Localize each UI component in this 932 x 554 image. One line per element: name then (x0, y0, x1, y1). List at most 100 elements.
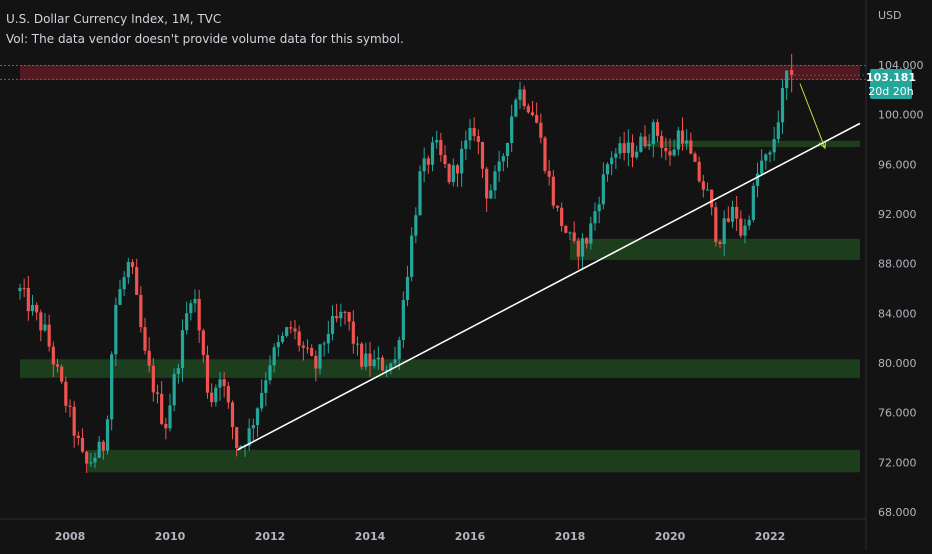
candle-body-98 (422, 158, 426, 172)
candle-body-109 (468, 127, 472, 141)
candle-body-150 (639, 136, 643, 152)
candle-body-160 (680, 130, 685, 144)
candle-body-19 (93, 457, 97, 463)
candle-body-27 (126, 261, 130, 278)
trendline (237, 122, 861, 451)
candle-body-45 (201, 330, 205, 355)
candle-body-50 (222, 379, 226, 387)
candle-body-22 (105, 419, 110, 451)
candle-body-62 (272, 347, 276, 366)
time-tick-label: 2008 (55, 530, 86, 543)
candle-body-94 (405, 276, 410, 301)
candle-body-40 (180, 330, 185, 369)
candle-body-54 (239, 446, 243, 449)
candle-body-18 (89, 462, 93, 464)
candle-body-105 (451, 165, 455, 183)
candle-body-92 (397, 340, 401, 360)
drawings-layer (237, 74, 866, 451)
candle-body-185 (785, 70, 789, 89)
candle-body-130 (555, 205, 560, 208)
candle-body-91 (393, 359, 397, 364)
candle-body-14 (72, 406, 76, 436)
time-tick-label: 2016 (455, 530, 486, 543)
candle-body-161 (685, 140, 689, 144)
candle-body-58 (255, 408, 260, 426)
support-zone-3 (570, 238, 860, 260)
price-tick-label: 68.000 (878, 506, 917, 519)
candle-body-75 (326, 333, 330, 344)
candle-body-53 (235, 427, 239, 449)
candle-body-71 (310, 347, 314, 356)
candle-body-132 (564, 226, 568, 233)
candle-body-51 (226, 386, 230, 403)
candle-body-30 (139, 294, 143, 328)
price-tick-label: 92.000 (878, 208, 917, 221)
candle-body-124 (530, 112, 535, 116)
candle-body-38 (172, 373, 176, 406)
candle-body-159 (676, 130, 680, 150)
time-tick-label: 2020 (655, 530, 686, 543)
candle-body-85 (368, 353, 372, 367)
candle-body-138 (589, 223, 593, 244)
candle-body-122 (522, 89, 526, 107)
candle-body-26 (122, 277, 126, 290)
candle-body-99 (426, 158, 430, 165)
time-tick-label: 2018 (555, 530, 586, 543)
candle-body-164 (697, 161, 701, 182)
candle-body-56 (247, 428, 251, 446)
candle-body-73 (318, 344, 322, 369)
candle-body-129 (551, 176, 555, 206)
price-axis-ticks[interactable]: 104.000 100.000 96.000 92.000 88.000 84.000 80… (878, 59, 924, 519)
candle-body-93 (401, 300, 405, 341)
candle-body-47 (210, 392, 214, 403)
candle-body-123 (526, 106, 530, 113)
candle-body-3 (26, 287, 30, 312)
candle-body-15 (76, 435, 80, 438)
candle-body-165 (701, 181, 705, 190)
candle-body-41 (185, 313, 189, 331)
candle-body-134 (572, 232, 576, 241)
candle-body-177 (751, 185, 755, 220)
candle-body-120 (514, 99, 518, 117)
candle-body-144 (614, 153, 618, 158)
candle-body-20 (97, 441, 101, 458)
candle-body-39 (176, 368, 180, 374)
candle-body-2 (22, 287, 26, 289)
candle-body-68 (297, 331, 301, 346)
projection-arrow-line (799, 83, 826, 149)
candle-body-113 (485, 168, 489, 199)
candle-body-64 (280, 335, 285, 343)
time-axis-ticks[interactable]: 2008 2010 2012 2014 2016 2018 2020 2022 (55, 530, 786, 543)
candle-body-87 (376, 357, 380, 360)
candle-body-69 (301, 345, 305, 348)
candle-body-35 (160, 393, 164, 424)
candle-body-12 (64, 381, 68, 406)
candle-body-112 (480, 141, 485, 169)
time-tick-label: 2014 (355, 530, 386, 543)
price-tick-label: 84.000 (878, 307, 917, 320)
candle-body-116 (497, 161, 501, 172)
candle-body-108 (464, 140, 468, 149)
candle-body-125 (535, 115, 539, 123)
candle-body-174 (739, 218, 743, 236)
candle-body-182 (772, 139, 776, 153)
candle-body-152 (647, 144, 651, 146)
candle-body-104 (447, 164, 451, 183)
candle-body-167 (710, 189, 714, 208)
candle-body-59 (260, 392, 264, 409)
candle-body-179 (760, 160, 764, 174)
candle-body-143 (610, 157, 614, 165)
projection-arrow-head (818, 140, 827, 150)
candle-body-148 (630, 142, 635, 158)
candle-body-126 (539, 122, 543, 138)
candle-body-170 (722, 218, 726, 244)
candle-body-157 (668, 151, 672, 156)
candle-body-23 (110, 354, 114, 420)
candle-body-137 (585, 238, 589, 244)
candle-body-42 (189, 303, 193, 314)
candle-body-9 (51, 346, 55, 365)
candle-body-172 (730, 206, 735, 222)
candle-body-21 (101, 441, 105, 451)
current-price-value: 103.181 (866, 71, 916, 84)
